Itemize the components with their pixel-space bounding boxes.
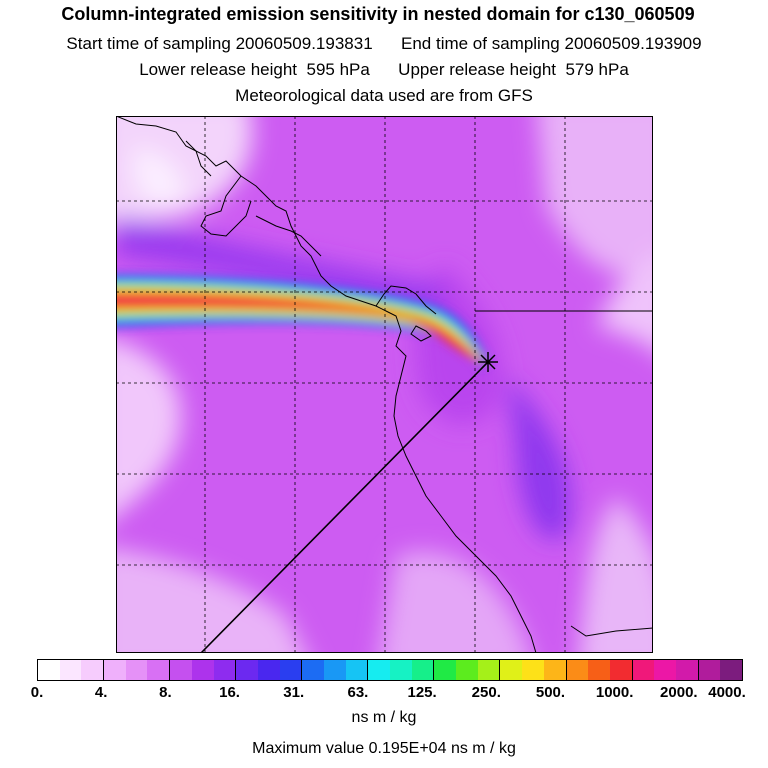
color-swatch <box>565 660 589 680</box>
release-height-line: Lower release height 595 hPa Upper relea… <box>0 60 768 80</box>
color-swatch <box>81 660 104 680</box>
color-swatch <box>125 660 148 680</box>
meteorology-line: Meteorological data used are from GFS <box>235 86 533 105</box>
color-swatch <box>543 660 566 680</box>
upper-value: 579 hPa <box>565 60 629 79</box>
color-scale-tick-label: 0. <box>30 684 44 701</box>
color-scale-tick-label: 16. <box>219 684 240 701</box>
release-point-marker <box>478 352 498 372</box>
color-swatch <box>169 660 192 680</box>
sensitivity-map <box>116 116 653 653</box>
start-label: Start time of sampling <box>66 34 231 53</box>
color-swatch <box>191 660 214 680</box>
end-label: End time of sampling <box>401 34 560 53</box>
sensitivity-field <box>116 116 653 653</box>
color-swatch <box>147 660 170 680</box>
color-swatch <box>367 660 390 680</box>
color-scale-tick-label: 250. <box>471 684 501 701</box>
color-scale-tick-label: 2000. <box>660 684 698 701</box>
color-swatch <box>411 660 434 680</box>
color-scale-bar <box>37 659 743 681</box>
max-unit: ns m / kg <box>450 740 516 757</box>
plume <box>116 274 488 368</box>
color-swatch <box>720 660 742 680</box>
color-swatch <box>609 660 632 680</box>
color-scale-tick-label: 500. <box>535 684 566 701</box>
color-scale-unit: ns m / kg <box>351 709 417 726</box>
max-label: Maximum value <box>252 740 365 757</box>
color-swatch <box>257 660 280 680</box>
sampling-time-line: Start time of sampling 20060509.193831 E… <box>0 34 768 54</box>
end-value: 20060509.193909 <box>564 34 702 53</box>
color-swatch <box>345 660 368 680</box>
color-swatch <box>59 660 82 680</box>
maximum-value-line: Maximum value 0.195E+04 ns m / kg <box>0 740 768 758</box>
color-scale-tick-label: 1000. <box>595 684 634 701</box>
color-scale-tick-label: 125. <box>407 684 437 701</box>
color-scale-tick-label: 4. <box>94 684 108 701</box>
color-swatch <box>522 660 544 680</box>
color-swatch <box>456 660 478 680</box>
color-swatch <box>697 660 721 680</box>
flight-track <box>200 361 489 653</box>
color-swatch <box>433 660 457 680</box>
max-value: 0.195E+04 <box>368 740 447 757</box>
color-swatch <box>323 660 346 680</box>
color-swatch <box>477 660 500 680</box>
color-scale-tick-label: 31. <box>283 684 305 701</box>
plot-title: Column-integrated emission sensitivity i… <box>61 4 695 24</box>
color-swatch <box>588 660 610 680</box>
color-swatch <box>499 660 523 680</box>
color-scale-tick-label: 63. <box>347 684 369 701</box>
color-swatch <box>38 660 60 680</box>
color-scale-tick-label: 4000. <box>708 684 746 701</box>
lower-label: Lower release height <box>139 60 298 79</box>
upper-label: Upper release height <box>398 60 556 79</box>
start-value: 20060509.193831 <box>235 34 373 53</box>
color-swatch <box>235 660 258 680</box>
color-scale-tick-label: 8. <box>159 684 172 701</box>
color-swatch <box>213 660 236 680</box>
color-swatch <box>654 660 676 680</box>
color-swatch <box>675 660 698 680</box>
color-swatch <box>103 660 126 680</box>
color-swatch <box>631 660 655 680</box>
color-swatch <box>279 660 302 680</box>
color-swatch <box>390 660 412 680</box>
lower-value: 595 hPa <box>306 60 370 79</box>
coastline <box>116 116 653 653</box>
color-swatch <box>301 660 324 680</box>
